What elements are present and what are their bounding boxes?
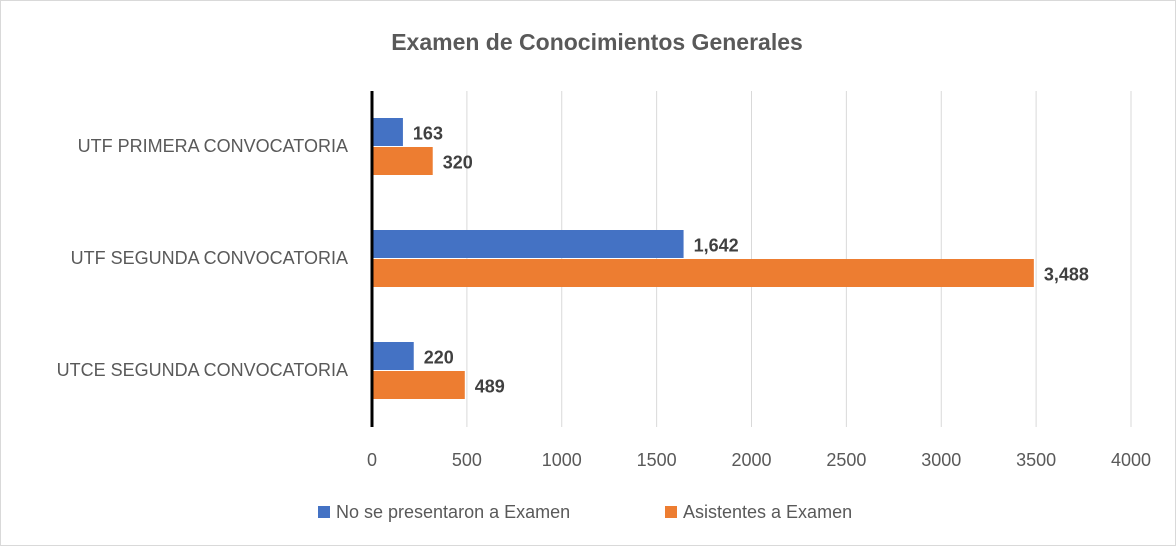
- value-label: 320: [443, 152, 473, 172]
- chart-title: Examen de Conocimientos Generales: [391, 29, 803, 55]
- x-tick-label: 3000: [921, 450, 961, 470]
- value-label: 489: [475, 376, 505, 396]
- bar: [372, 118, 403, 146]
- y-tick-label: UTF PRIMERA CONVOCATORIA: [78, 136, 348, 156]
- x-tick-label: 1500: [637, 450, 677, 470]
- x-tick-label: 3500: [1016, 450, 1056, 470]
- value-label: 163: [413, 123, 443, 143]
- value-label: 1,642: [694, 235, 739, 255]
- legend-swatch: [665, 506, 677, 518]
- legend-label: No se presentaron a Examen: [336, 502, 570, 522]
- bar: [372, 230, 684, 258]
- x-tick-label: 4000: [1111, 450, 1151, 470]
- bar: [372, 371, 465, 399]
- x-tick-label: 0: [367, 450, 377, 470]
- bar: [372, 147, 433, 175]
- legend-swatch: [318, 506, 330, 518]
- x-tick-label: 2000: [731, 450, 771, 470]
- bar: [372, 259, 1034, 287]
- y-tick-label: UTCE SEGUNDA CONVOCATORIA: [57, 360, 348, 380]
- y-tick-label: UTF SEGUNDA CONVOCATORIA: [71, 248, 348, 268]
- value-label: 3,488: [1044, 264, 1089, 284]
- bar: [372, 342, 414, 370]
- value-label: 220: [424, 347, 454, 367]
- x-tick-label: 1000: [542, 450, 582, 470]
- x-tick-label: 2500: [826, 450, 866, 470]
- legend-label: Asistentes a Examen: [683, 502, 852, 522]
- x-tick-label: 500: [452, 450, 482, 470]
